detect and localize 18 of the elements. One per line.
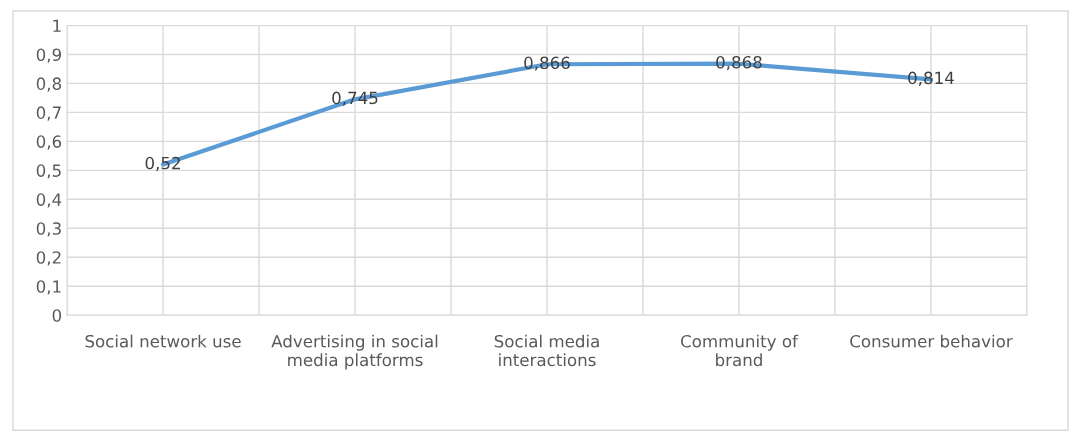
y-tick-label: 0,6 bbox=[36, 135, 62, 150]
y-tick-label: 0,4 bbox=[36, 193, 62, 208]
data-label: 0,814 bbox=[908, 71, 954, 86]
y-tick-label: 0,2 bbox=[36, 251, 61, 266]
y-tick-label: 1 bbox=[53, 19, 61, 32]
x-tick-label: Consumer behavior bbox=[850, 334, 1013, 348]
x-tick-label: Social network use bbox=[85, 334, 241, 348]
y-tick-label: 0,9 bbox=[36, 48, 61, 63]
x-tick-label: Social media interactions bbox=[494, 334, 599, 367]
y-tick-label: 0,1 bbox=[36, 280, 61, 295]
x-tick-label: Advertising in social media platforms bbox=[271, 334, 438, 370]
data-label: 0,52 bbox=[145, 156, 180, 172]
y-tick-label: 0,7 bbox=[36, 106, 61, 121]
y-tick-label: 0,8 bbox=[36, 77, 62, 92]
y-tick-label: 0,5 bbox=[36, 164, 61, 179]
y-tick-label: 0 bbox=[52, 309, 62, 322]
y-tick-label: 0,3 bbox=[36, 222, 61, 237]
x-tick-label: Community of brand bbox=[681, 334, 799, 367]
